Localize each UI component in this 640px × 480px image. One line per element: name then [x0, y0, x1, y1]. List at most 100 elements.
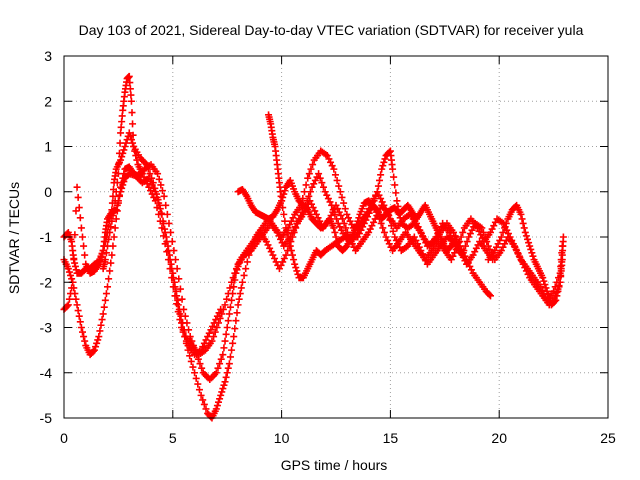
data-point [305, 170, 313, 178]
data-point [544, 291, 552, 299]
data-point [219, 385, 227, 393]
data-point [305, 192, 313, 200]
data-point [194, 355, 202, 363]
data-point [221, 378, 229, 386]
data-point [107, 223, 115, 231]
data-point [120, 146, 128, 154]
data-point [76, 214, 84, 222]
data-point [234, 301, 242, 309]
data-point [243, 258, 251, 266]
data-point [238, 278, 246, 286]
data-point [112, 188, 120, 196]
data-point [189, 363, 197, 371]
data-point [197, 391, 205, 399]
data-point [394, 202, 402, 210]
data-point [242, 265, 250, 273]
data-point [72, 207, 80, 215]
data-point [521, 228, 529, 236]
data-point [112, 215, 120, 223]
data-point [558, 258, 566, 266]
data-point [339, 215, 347, 223]
data-point [217, 355, 225, 363]
data-point [520, 224, 528, 232]
data-point [173, 300, 181, 308]
data-point [181, 333, 189, 341]
data-point [292, 264, 300, 272]
data-point [245, 251, 253, 259]
data-point [292, 224, 300, 232]
data-point [248, 242, 256, 250]
data-point [233, 266, 241, 274]
data-point [226, 284, 234, 292]
data-point [127, 91, 135, 99]
data-point [486, 292, 494, 300]
data-point [501, 224, 509, 232]
data-point [555, 283, 563, 291]
data-point [303, 197, 311, 205]
data-point [115, 192, 123, 200]
data-point [335, 182, 343, 190]
x-tick-label: 5 [169, 430, 177, 446]
data-point [208, 337, 216, 345]
data-point [557, 265, 565, 273]
data-point [217, 391, 225, 399]
data-point [287, 247, 295, 255]
data-point [110, 206, 118, 214]
data-point [216, 360, 224, 368]
data-point [71, 262, 79, 270]
data-point [286, 242, 294, 250]
data-point [282, 251, 290, 259]
data-point [192, 374, 200, 382]
data-point [194, 380, 202, 388]
data-point [554, 287, 562, 295]
data-point [379, 224, 387, 232]
data-point [281, 187, 289, 195]
data-point [393, 197, 401, 205]
data-point [221, 337, 229, 345]
data-point [156, 217, 164, 225]
data-point [223, 295, 231, 303]
data-point [191, 369, 199, 377]
x-axis-ticks: 0 5 10 15 20 25 [60, 56, 616, 446]
data-point [226, 303, 234, 311]
data-point [64, 301, 72, 309]
data-point [75, 204, 83, 212]
data-point [153, 204, 161, 212]
data-point [101, 296, 109, 304]
data-point [228, 296, 236, 304]
data-point [98, 316, 106, 324]
data-point [502, 219, 510, 227]
data-point [499, 228, 507, 236]
data-point [522, 232, 530, 240]
x-tick-label: 10 [274, 430, 290, 446]
data-point [229, 339, 237, 347]
data-point [158, 224, 166, 232]
data-point [113, 201, 121, 209]
data-point [129, 139, 137, 147]
data-point [168, 274, 176, 282]
data-point [104, 242, 112, 250]
data-point [71, 231, 79, 239]
data-point [280, 210, 288, 218]
data-point [232, 317, 240, 325]
data-point [220, 344, 228, 352]
data-point [551, 297, 559, 305]
data-point [105, 275, 113, 283]
data-point [127, 136, 135, 144]
data-point [132, 152, 140, 160]
data-point [293, 219, 301, 227]
y-tick-label: -4 [40, 365, 53, 381]
data-point [557, 271, 565, 279]
data-point [89, 347, 97, 355]
series-track-7 [484, 201, 567, 309]
data-point [229, 290, 237, 298]
data-point [151, 197, 159, 205]
data-point [101, 256, 109, 264]
data-point [115, 149, 123, 157]
data-point [220, 381, 228, 389]
data-point [222, 373, 230, 381]
data-point [75, 312, 83, 320]
data-point [118, 184, 126, 192]
data-point [202, 405, 210, 413]
